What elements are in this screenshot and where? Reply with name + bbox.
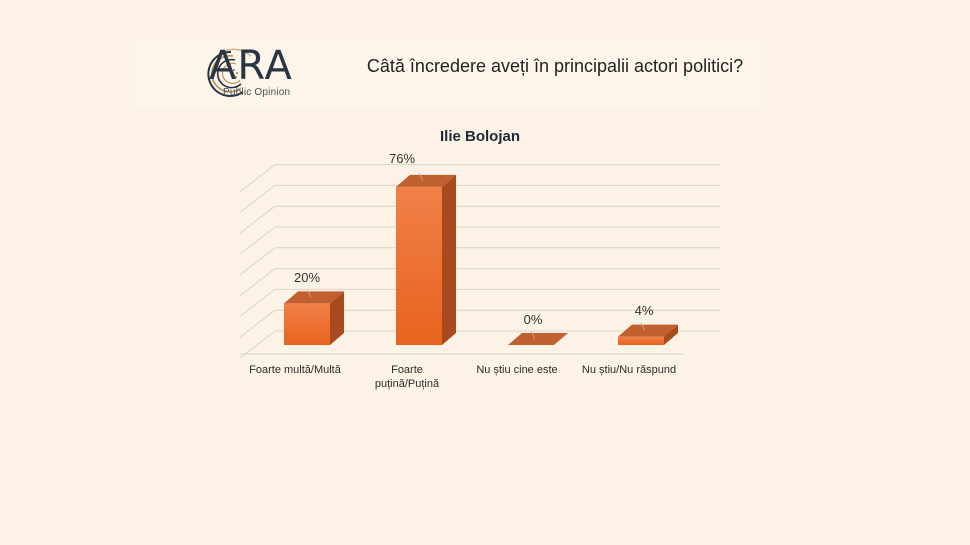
category-label-line2: puțină/Puțină bbox=[374, 378, 440, 390]
category-label-foarte-putina: Foarte puțină/Puțină bbox=[347, 363, 467, 391]
category-label-nu-stiu-nu-raspund: Nu știu/Nu răspund bbox=[581, 364, 677, 376]
value-label-foarte-putina: 76% bbox=[388, 151, 416, 166]
category-label-foarte-multa: Foarte multă/Multă bbox=[249, 364, 341, 376]
chart-title: Ilie Bolojan bbox=[439, 128, 520, 145]
category-label-nu-stiu-cine-este: Nu știu cine este bbox=[476, 364, 558, 376]
gridlines bbox=[239, 164, 720, 359]
ara-logo-icon bbox=[207, 48, 252, 97]
category-label-line1: Foarte bbox=[391, 364, 423, 376]
logo-wordmark: ARA bbox=[209, 43, 293, 89]
bar bbox=[284, 289, 344, 345]
bar bbox=[618, 322, 678, 345]
bars bbox=[284, 172, 678, 345]
value-label-foarte-multa: 20% bbox=[293, 270, 321, 285]
value-label-nu-stiu-cine-este: 0% bbox=[523, 312, 543, 327]
bar bbox=[396, 172, 456, 345]
logo-subtitle: Public Opinion bbox=[223, 87, 291, 98]
survey-question: Câtă încredere aveți în principalii acto… bbox=[366, 56, 744, 76]
value-label-nu-stiu-nu-raspund: 4% bbox=[634, 303, 654, 318]
header-panel bbox=[135, 40, 760, 108]
bar bbox=[508, 330, 568, 345]
